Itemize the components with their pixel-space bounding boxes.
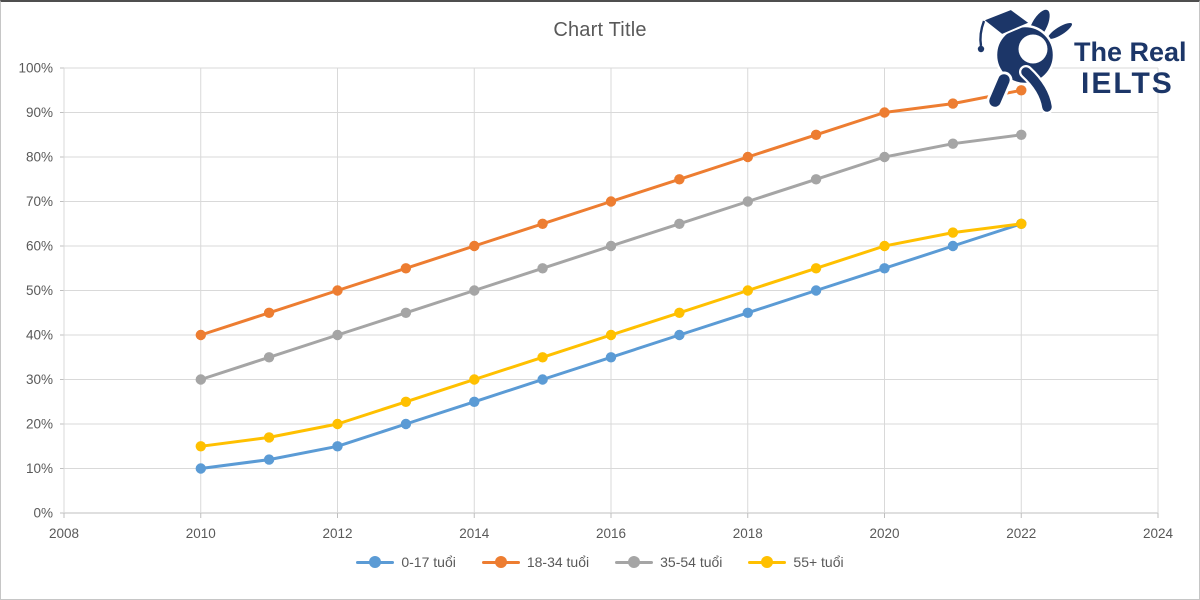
svg-text:0%: 0% <box>33 506 53 521</box>
legend-label: 35-54 tuổi <box>660 554 723 570</box>
svg-text:90%: 90% <box>26 105 53 120</box>
legend-item-18-34: 18-34 tuổi <box>481 554 590 570</box>
logo: The Real IELTS <box>977 7 1187 114</box>
legend-line-marker-icon <box>615 556 654 568</box>
svg-text:2010: 2010 <box>186 526 216 541</box>
svg-text:60%: 60% <box>26 239 53 254</box>
legend-item-35-54: 35-54 tuổi <box>615 554 722 570</box>
svg-text:30%: 30% <box>26 372 53 387</box>
legend-line-marker-icon <box>748 556 787 568</box>
svg-text:2024: 2024 <box>1143 526 1174 541</box>
chart-title: Chart Title <box>553 19 647 41</box>
svg-text:70%: 70% <box>26 194 53 209</box>
graduate-rabbit-icon <box>977 7 1074 114</box>
svg-text:40%: 40% <box>26 328 53 343</box>
legend-item-55plus: 55+ tuổi <box>748 554 844 570</box>
svg-text:2018: 2018 <box>733 526 763 541</box>
svg-text:2020: 2020 <box>869 526 899 541</box>
svg-text:80%: 80% <box>26 150 53 165</box>
svg-text:100%: 100% <box>18 61 53 76</box>
logo-text-line2: IELTS <box>1081 67 1174 100</box>
svg-text:2008: 2008 <box>49 526 79 541</box>
svg-text:2022: 2022 <box>1006 526 1036 541</box>
logo-text-line1: The Real <box>1074 37 1187 67</box>
svg-text:2014: 2014 <box>459 526 490 541</box>
svg-text:2012: 2012 <box>322 526 352 541</box>
svg-text:2016: 2016 <box>596 526 626 541</box>
chart-legend: 0-17 tuổi 18-34 tuổi 35-54 tuổi 55+ tuổi <box>1 554 1199 570</box>
legend-line-marker-icon <box>356 556 395 568</box>
legend-label: 18-34 tuổi <box>526 554 590 570</box>
legend-line-marker-icon <box>481 556 520 568</box>
svg-text:50%: 50% <box>26 283 53 298</box>
legend-label: 55+ tuổi <box>793 554 844 570</box>
legend-item-0-17: 0-17 tuổi <box>356 554 456 570</box>
svg-text:20%: 20% <box>26 417 53 432</box>
svg-text:10%: 10% <box>26 461 53 476</box>
legend-label: 0-17 tuổi <box>401 554 456 570</box>
